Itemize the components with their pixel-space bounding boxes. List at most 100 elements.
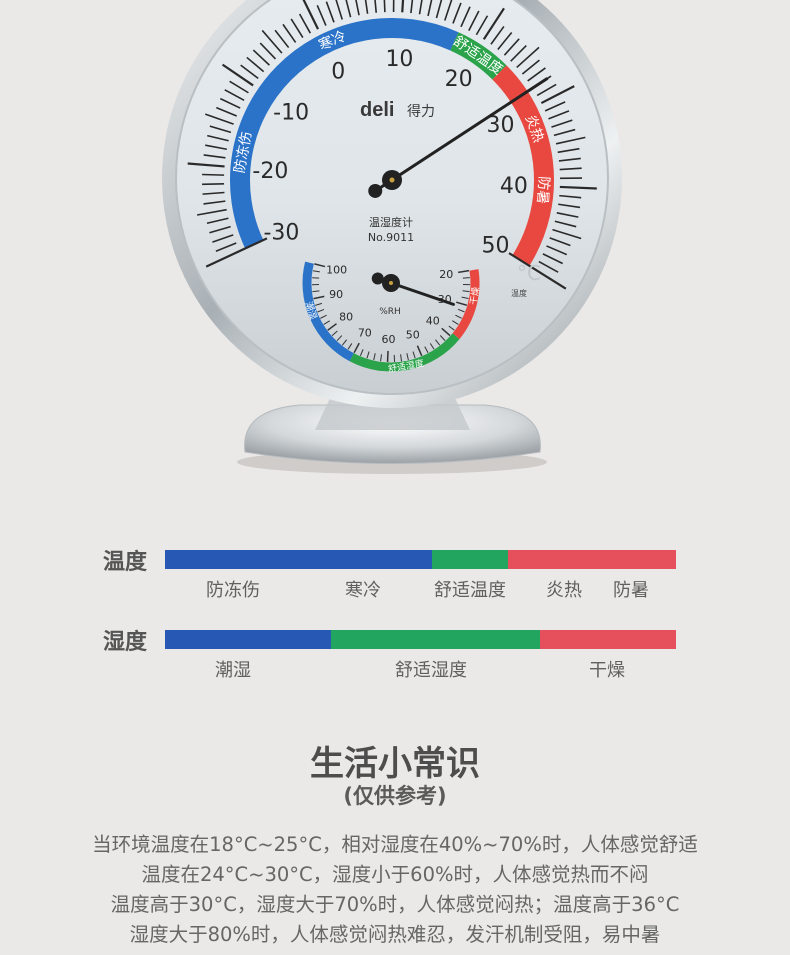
temperature-tick [460, 6, 471, 28]
temperature-tick [527, 67, 546, 82]
humidity-tick [314, 263, 326, 268]
temperature-tick [548, 110, 570, 120]
temperature-tick [559, 185, 597, 190]
humidity-tick [353, 342, 360, 354]
temperature-tick [316, 5, 327, 26]
humidity-tick-label: 70 [358, 327, 372, 340]
bar-segment [540, 630, 676, 649]
temperature-tick [202, 191, 225, 195]
temperature-tick [252, 49, 270, 66]
zone-label: 寒冷 [345, 580, 381, 601]
temperature-tick [335, 0, 343, 20]
temperature-tick [216, 106, 237, 117]
humidity-tick [448, 325, 455, 331]
temperature-tick [558, 157, 581, 162]
temperature-tick [212, 234, 234, 243]
humidity-band [452, 269, 480, 339]
temperature-tick [540, 85, 575, 105]
brand-logo: deli [360, 99, 394, 121]
temperature-tick [435, 0, 443, 19]
tips-subtitle: (仅供参考) [343, 784, 447, 808]
temperature-tick [364, 0, 369, 14]
humidity-tick [406, 353, 409, 361]
tip-line: 温度在24°C~30°C，湿度小于60%时，人体感觉热而不闷 [141, 863, 649, 886]
humidity-tick [441, 327, 451, 337]
temperature-tick-label: 10 [385, 47, 413, 72]
temperature-tick-label: 20 [445, 67, 473, 92]
temperature-tick [207, 134, 229, 142]
temperature-tick [490, 25, 505, 45]
temperature-tick [497, 31, 513, 51]
temperature-tick [206, 217, 229, 225]
temperature-tick [196, 208, 227, 216]
humidity-tick [455, 314, 462, 319]
humidity-tick [312, 270, 320, 273]
humidity-tick-label: 80 [339, 311, 353, 324]
temperature-tick [355, 0, 360, 16]
humidity-tick-label: 40 [426, 314, 440, 327]
humidity-tick-label: 60 [382, 333, 396, 346]
temperature-tick [555, 136, 586, 145]
zone-label: 防冻伤 [206, 580, 260, 601]
temperature-tick [240, 64, 259, 80]
humidity-tick [315, 302, 323, 306]
unit-symbol: °C [517, 261, 541, 285]
tips-paragraph: 当环境温度在18°C~25°C，相对湿度在40%~70%时，人体感觉舒适 温度在… [0, 830, 790, 950]
temperature-tick [205, 113, 234, 125]
temperature-tick-label: 0 [331, 59, 345, 84]
humidity-tick [461, 296, 469, 299]
humidity-tick [323, 320, 330, 325]
humidity-unit: %RH [379, 307, 401, 317]
temperature-tick-label: -20 [252, 159, 288, 184]
temperature-band [450, 32, 507, 80]
temperature-tick [229, 80, 249, 94]
temperature-tick [298, 13, 312, 34]
temperature-tick [544, 101, 566, 112]
temperature-tick [536, 83, 557, 97]
humidity-tick [412, 351, 416, 359]
humidity-tick [416, 345, 423, 357]
dial-face [175, 0, 609, 395]
humidity-tick [312, 290, 320, 293]
temperature-tick [559, 194, 582, 199]
temperature-zone-label: 防暑 [534, 176, 552, 205]
humidity-tick [373, 353, 376, 361]
humidity-tick [424, 346, 429, 354]
zone-label: 防暑 [613, 580, 649, 601]
needle-pin [389, 177, 395, 183]
temperature-tick [203, 200, 226, 205]
temperature-tick [546, 245, 568, 256]
temperature-band [230, 18, 459, 249]
tip-line: 当环境温度在18°C~25°C，相对湿度在40%~70%时，人体感觉舒适 [92, 833, 698, 856]
humidity-tick [456, 301, 468, 306]
temperature-tick [503, 38, 520, 56]
humidity-tick-label: 20 [439, 268, 453, 281]
temperature-tick [274, 29, 290, 49]
zone-label: 炎热 [546, 580, 582, 601]
temperature-tick [554, 220, 577, 228]
tip-line: 湿度大于80%时，人体感觉闷热难忍，发汗机制受阻，易中暑 [129, 923, 661, 946]
temperature-tick [538, 260, 559, 273]
temperature-tick [557, 147, 580, 154]
temperature-tick [418, 0, 423, 15]
humidity-tick [331, 330, 338, 337]
temperature-tick [219, 97, 241, 109]
temperature-tick [215, 242, 237, 253]
humidity-tick [320, 314, 327, 319]
zone-label: 干燥 [589, 660, 625, 681]
brand-cn: 得力 [407, 103, 435, 120]
temperature-tick [516, 46, 540, 69]
temperature-tick [325, 1, 335, 23]
temperature-tick [261, 29, 283, 54]
temperature-tick [410, 0, 414, 14]
temperature-tick [224, 89, 245, 101]
humidity-tick [359, 349, 364, 357]
temperature-tick [552, 228, 582, 240]
bar-segment [331, 630, 541, 649]
bar-segment [165, 550, 433, 569]
temperature-tick [205, 237, 268, 268]
needle-tail [371, 272, 384, 285]
humidity-legend-label: 湿度 [103, 630, 148, 655]
unit-label: 温度 [511, 288, 527, 298]
